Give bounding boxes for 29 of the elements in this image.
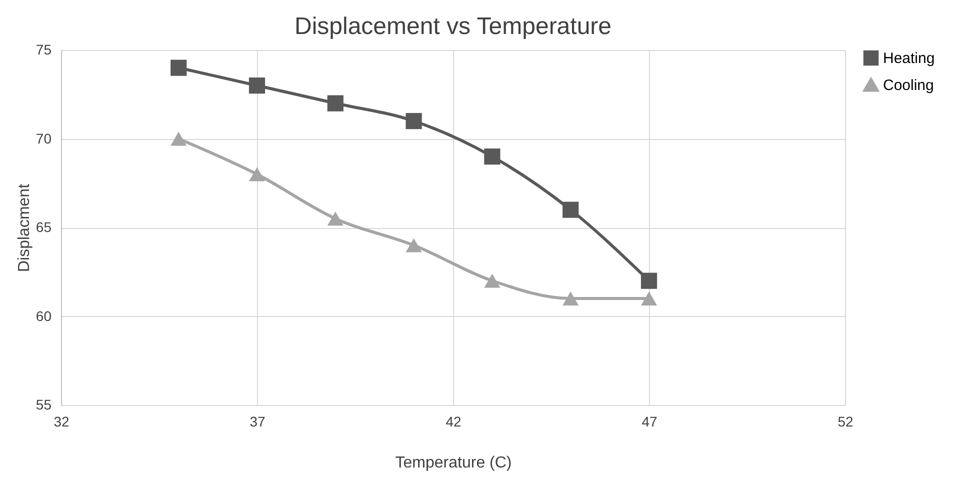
- x-tick-label: 37: [250, 414, 266, 430]
- point: [484, 148, 500, 165]
- y-tick-label: 65: [36, 219, 52, 235]
- point: [640, 272, 658, 289]
- x-axis-title: Temperature (C): [395, 454, 512, 472]
- legend-label: Heating: [883, 50, 935, 67]
- point: [327, 95, 344, 112]
- point: [248, 77, 266, 94]
- point: [170, 60, 187, 76]
- y-axis-title: Displacment: [16, 183, 33, 272]
- y-tick-label: 70: [36, 130, 52, 146]
- y-tick-label: 75: [36, 42, 52, 58]
- legend-label: Cooling: [883, 77, 934, 94]
- point: [327, 212, 344, 226]
- x-tick-label: 47: [642, 414, 658, 430]
- x-tick-label: 42: [446, 414, 462, 430]
- point: [562, 292, 579, 306]
- point: [484, 274, 500, 288]
- x-tick-label: 52: [838, 414, 854, 430]
- point: [170, 132, 187, 146]
- x-tick-label: 32: [54, 414, 70, 430]
- point: [406, 238, 422, 252]
- y-tick-label: 60: [36, 308, 52, 324]
- point: [562, 202, 579, 218]
- y-tick-label: 55: [36, 396, 52, 412]
- point: [640, 292, 658, 306]
- chart-title: Displacement vs Temperature: [294, 13, 612, 40]
- point: [406, 112, 422, 130]
- point: [248, 167, 266, 182]
